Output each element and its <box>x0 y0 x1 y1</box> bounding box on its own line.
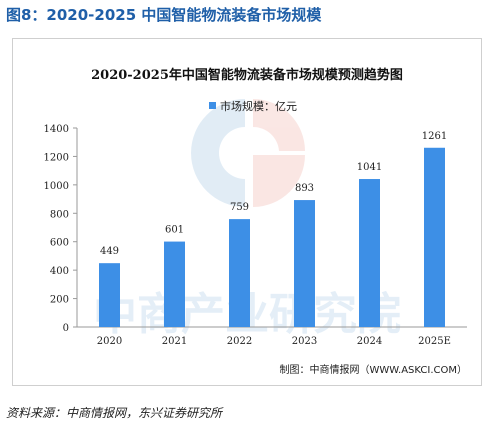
bar-2025E <box>424 147 445 327</box>
legend-label: 市场规模：亿元 <box>220 99 297 113</box>
data-label-2025E: 1261 <box>422 131 447 142</box>
source-note: 资料来源：中商情报网，东兴证券研究所 <box>6 406 223 420</box>
y-tick-label: 800 <box>50 209 69 220</box>
y-tick-label: 1200 <box>44 152 69 163</box>
y-tick-label: 600 <box>50 238 69 249</box>
data-label-2024: 1041 <box>357 162 382 173</box>
y-tick-label: 400 <box>50 266 69 277</box>
legend-swatch <box>209 102 216 109</box>
data-label-2023: 893 <box>295 183 314 194</box>
data-label-2021: 601 <box>165 225 184 236</box>
bar-2023 <box>294 200 315 327</box>
bar-2024 <box>359 179 380 327</box>
bar-2021 <box>164 241 185 327</box>
watermark-logo <box>191 99 305 207</box>
chart-title: 2020-2025年中国智能物流装备市场规模预测趋势图 <box>91 67 403 83</box>
chart-panel: 中商产业研究院 2020-2025年中国智能物流装备市场规模预测趋势图 市场规模… <box>12 38 482 386</box>
bar-2022 <box>229 219 250 327</box>
y-tick-label: 1400 <box>44 124 69 135</box>
y-tick-label: 0 <box>63 323 69 334</box>
x-tick-label-2021: 2021 <box>162 336 187 347</box>
x-tick-label-2024: 2024 <box>357 336 382 347</box>
chart-credit: 制图：中商情报网（WWW.ASKCI.COM） <box>280 363 468 376</box>
figure-title: 图8：2020-2025 中国智能物流装备市场规模 <box>6 6 322 24</box>
x-tick-label-2022: 2022 <box>227 336 252 347</box>
bar-2020 <box>99 263 120 327</box>
y-tick-label: 1000 <box>44 181 69 192</box>
y-tick-label: 200 <box>50 295 69 306</box>
x-tick-label-2020: 2020 <box>97 336 122 347</box>
x-tick-label-2023: 2023 <box>292 336 317 347</box>
x-tick-label-2025E: 2025E <box>418 336 451 347</box>
data-label-2020: 449 <box>100 246 119 257</box>
bar-chart: 中商产业研究院 2020-2025年中国智能物流装备市场规模预测趋势图 市场规模… <box>44 67 468 376</box>
data-label-2022: 759 <box>230 202 249 213</box>
